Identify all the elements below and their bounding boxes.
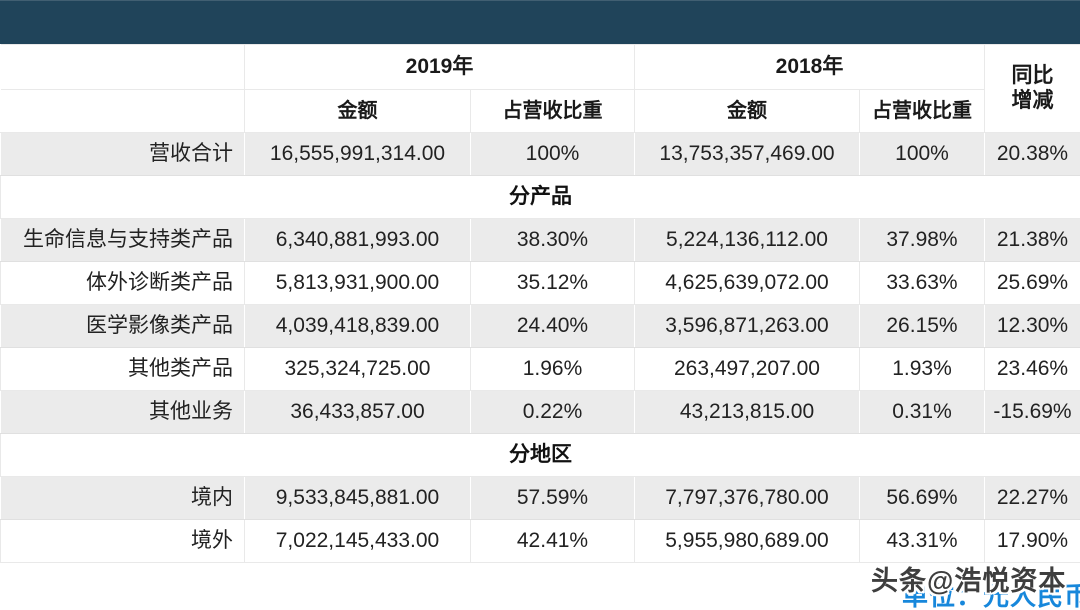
cell-2019-share: 35.12% bbox=[470, 261, 635, 305]
header-row-measures: 金额 占营收比重 金额 占营收比重 bbox=[0, 89, 1080, 133]
cell-2019-amount: 325,324,725.00 bbox=[244, 347, 471, 391]
revenue-table: 2019年 2018年 同比 增减 金额 占营收比重 金额 占营收比重 营收合计… bbox=[0, 44, 1080, 563]
table-row-patient-monitoring: 生命信息与支持类产品 6,340,881,993.00 38.30% 5,224… bbox=[0, 218, 1080, 262]
table-row-overseas: 境外 7,022,145,433.00 42.41% 5,955,980,689… bbox=[0, 519, 1080, 563]
section-label: 分产品 bbox=[0, 175, 1080, 219]
cell-yoy: 25.69% bbox=[984, 261, 1080, 305]
cell-2018-amount: 43,213,815.00 bbox=[634, 390, 860, 434]
cell-2019-share: 42.41% bbox=[470, 519, 635, 563]
cell-2018-amount: 13,753,357,469.00 bbox=[634, 132, 860, 176]
yoy-label-line1: 同比 bbox=[1011, 64, 1054, 88]
col-group-2019: 2019年 bbox=[244, 44, 635, 90]
cell-yoy: 12.30% bbox=[984, 304, 1080, 348]
cell-2018-amount: 5,955,980,689.00 bbox=[634, 519, 860, 563]
cell-2019-amount: 6,340,881,993.00 bbox=[244, 218, 471, 262]
cell-2018-amount: 7,797,376,780.00 bbox=[634, 476, 860, 520]
table-row-other-products: 其他类产品 325,324,725.00 1.96% 263,497,207.0… bbox=[0, 347, 1080, 391]
row-label: 体外诊断类产品 bbox=[0, 261, 245, 305]
cell-yoy: 17.90% bbox=[984, 519, 1080, 563]
cell-2019-amount: 9,533,845,881.00 bbox=[244, 476, 471, 520]
yoy-label-line2: 增减 bbox=[1011, 88, 1054, 112]
cell-yoy: 21.38% bbox=[984, 218, 1080, 262]
row-label: 医学影像类产品 bbox=[0, 304, 245, 348]
cell-2018-amount: 263,497,207.00 bbox=[634, 347, 860, 391]
row-label: 营收合计 bbox=[0, 132, 245, 176]
cell-2018-amount: 3,596,871,263.00 bbox=[634, 304, 860, 348]
toutiao-watermark: 头条@浩悦资本 bbox=[871, 566, 1067, 596]
cell-2018-share: 1.93% bbox=[859, 347, 985, 391]
table-row-domestic: 境内 9,533,845,881.00 57.59% 7,797,376,780… bbox=[0, 476, 1080, 520]
row-label: 其他业务 bbox=[0, 390, 245, 434]
table-body: 营收合计 16,555,991,314.00 100% 13,753,357,4… bbox=[0, 132, 1080, 563]
cell-2019-amount: 5,813,931,900.00 bbox=[244, 261, 471, 305]
table-row-ivd: 体外诊断类产品 5,813,931,900.00 35.12% 4,625,63… bbox=[0, 261, 1080, 305]
cell-2018-share: 0.31% bbox=[859, 390, 985, 434]
table-header: 2019年 2018年 同比 增减 金额 占营收比重 金额 占营收比重 bbox=[0, 44, 1080, 133]
cell-2018-share: 37.98% bbox=[859, 218, 985, 262]
col-group-2018: 2018年 bbox=[634, 44, 985, 90]
cell-yoy: 22.27% bbox=[984, 476, 1080, 520]
cell-2018-amount: 5,224,136,112.00 bbox=[634, 218, 860, 262]
col-header-2018-share: 占营收比重 bbox=[859, 89, 985, 133]
row-label: 其他类产品 bbox=[0, 347, 245, 391]
cell-yoy: 23.46% bbox=[984, 347, 1080, 391]
cell-2019-share: 1.96% bbox=[470, 347, 635, 391]
cell-2019-share: 100% bbox=[470, 132, 635, 176]
corner-cell bbox=[0, 44, 245, 90]
row-label: 境外 bbox=[0, 519, 245, 563]
cell-2019-amount: 4,039,418,839.00 bbox=[244, 304, 471, 348]
corner-cell-2 bbox=[0, 89, 245, 133]
cell-2018-share: 43.31% bbox=[859, 519, 985, 563]
cell-yoy: -15.69% bbox=[984, 390, 1080, 434]
col-header-yoy: 同比 增减 bbox=[984, 44, 1080, 133]
cell-2018-share: 100% bbox=[859, 132, 985, 176]
cell-2019-amount: 7,022,145,433.00 bbox=[244, 519, 471, 563]
table-row-total: 营收合计 16,555,991,314.00 100% 13,753,357,4… bbox=[0, 132, 1080, 176]
cell-2019-amount: 36,433,857.00 bbox=[244, 390, 471, 434]
cell-yoy: 20.38% bbox=[984, 132, 1080, 176]
cell-2018-amount: 4,625,639,072.00 bbox=[634, 261, 860, 305]
unit-note: 单位：元人民币 bbox=[902, 581, 1080, 610]
section-row-by-region: 分地区 bbox=[0, 433, 1080, 477]
header-row-years: 2019年 2018年 同比 增减 bbox=[0, 44, 1080, 133]
row-label: 生命信息与支持类产品 bbox=[0, 218, 245, 262]
col-header-2019-share: 占营收比重 bbox=[470, 89, 635, 133]
cell-2019-share: 0.22% bbox=[470, 390, 635, 434]
cell-2019-share: 24.40% bbox=[470, 304, 635, 348]
section-row-by-product: 分产品 bbox=[0, 175, 1080, 219]
table-row-other-business: 其他业务 36,433,857.00 0.22% 43,213,815.00 0… bbox=[0, 390, 1080, 434]
col-header-2018-amount: 金额 bbox=[634, 89, 860, 133]
cell-2019-share: 38.30% bbox=[470, 218, 635, 262]
cell-2018-share: 26.15% bbox=[859, 304, 985, 348]
header-bar bbox=[0, 0, 1080, 44]
cell-2019-share: 57.59% bbox=[470, 476, 635, 520]
section-label: 分地区 bbox=[0, 433, 1080, 477]
cell-2018-share: 56.69% bbox=[859, 476, 985, 520]
col-header-2019-amount: 金额 bbox=[244, 89, 471, 133]
table-row-medical-imaging: 医学影像类产品 4,039,418,839.00 24.40% 3,596,87… bbox=[0, 304, 1080, 348]
row-label: 境内 bbox=[0, 476, 245, 520]
cell-2018-share: 33.63% bbox=[859, 261, 985, 305]
cell-2019-amount: 16,555,991,314.00 bbox=[244, 132, 471, 176]
